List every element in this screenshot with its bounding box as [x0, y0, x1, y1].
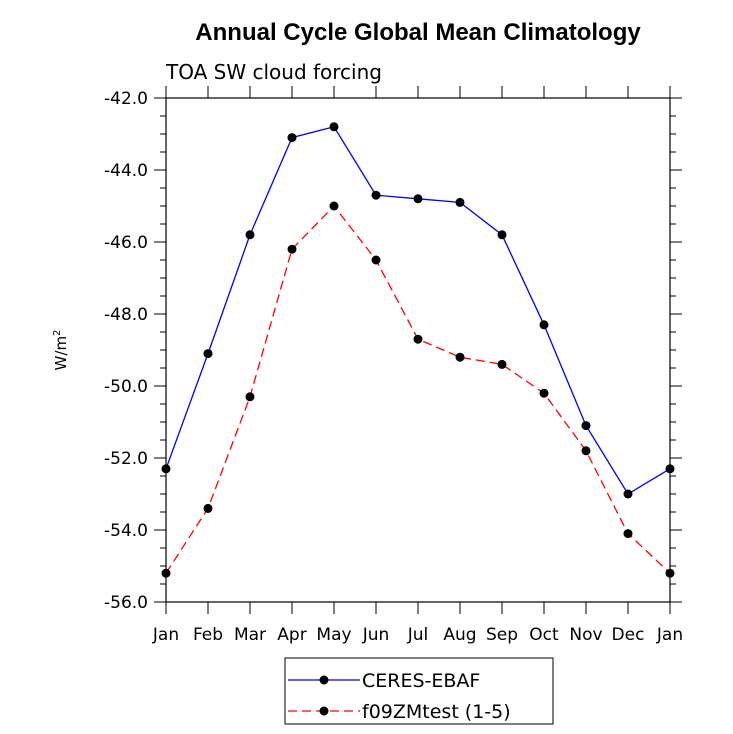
data-point [665, 464, 675, 474]
data-point [455, 352, 465, 362]
y-tick-label: -48.0 [104, 305, 148, 325]
legend-marker [319, 706, 329, 716]
x-tick-label: Feb [193, 625, 223, 645]
y-tick-label: -50.0 [104, 377, 148, 397]
data-point [203, 503, 213, 513]
data-point [413, 194, 423, 204]
data-point [623, 529, 633, 539]
data-point [245, 392, 255, 402]
legend-box [284, 657, 554, 725]
data-point [623, 489, 633, 499]
series-1 [161, 122, 675, 499]
y-tick-label: -46.0 [104, 233, 148, 253]
legend-label: CERES-EBAF [362, 670, 480, 692]
data-point [413, 334, 423, 344]
data-point [539, 388, 549, 398]
data-point [371, 190, 381, 200]
x-tick-label: Dec [612, 625, 645, 645]
legend-marker [319, 675, 329, 685]
y-tick-label: -44.0 [104, 161, 148, 181]
data-point [245, 230, 255, 240]
chart-subtitle: TOA SW cloud forcing [165, 60, 382, 84]
x-tick-label: Jan [656, 625, 683, 645]
data-point [581, 421, 591, 431]
data-point [329, 122, 339, 132]
series-line [165, 126, 671, 495]
axes: Jan Feb Mar Apr May Jun Jul Aug Sep Oct Nov Dec Jan-… [104, 86, 683, 645]
data-point [497, 359, 507, 369]
data-point [665, 568, 675, 578]
data-point [329, 201, 339, 211]
y-tick-label: -54.0 [104, 521, 148, 541]
y-tick-label: -42.0 [104, 89, 148, 109]
data-point [161, 464, 171, 474]
series-layer [161, 122, 675, 578]
x-tick-label: Oct [529, 625, 559, 645]
legend-label: f09ZMtest (1-5) [362, 701, 511, 723]
series-2 [161, 201, 675, 578]
x-tick-label: Jan [152, 625, 179, 645]
plot-frame [165, 97, 671, 603]
x-tick-label: Aug [443, 625, 476, 645]
x-tick-label: May [316, 625, 351, 645]
data-point [497, 230, 507, 240]
chart-title: Annual Cycle Global Mean Climatology [195, 19, 641, 46]
x-tick-label: Mar [234, 625, 266, 645]
x-tick-label: Sep [486, 625, 518, 645]
x-tick-label: Apr [277, 625, 306, 645]
y-axis-label-superscript: 2 [52, 330, 63, 336]
data-point [287, 133, 297, 143]
data-point [455, 197, 465, 207]
data-point [161, 568, 171, 578]
data-point [287, 244, 297, 254]
x-tick-label: Jul [407, 625, 429, 645]
y-tick-label: -56.0 [104, 593, 148, 613]
y-axis-label: W/m2 [52, 330, 70, 371]
y-axis-label-unit: W/m [52, 336, 70, 371]
y-tick-label: -52.0 [104, 449, 148, 469]
legend: CERES-EBAF f09ZMtest (1-5) [284, 657, 554, 725]
data-point [203, 349, 213, 359]
x-tick-label: Jun [362, 625, 390, 645]
x-tick-label: Nov [569, 625, 602, 645]
series-line [165, 205, 671, 574]
data-point [581, 446, 591, 456]
data-point [371, 255, 381, 265]
data-point [539, 320, 549, 330]
